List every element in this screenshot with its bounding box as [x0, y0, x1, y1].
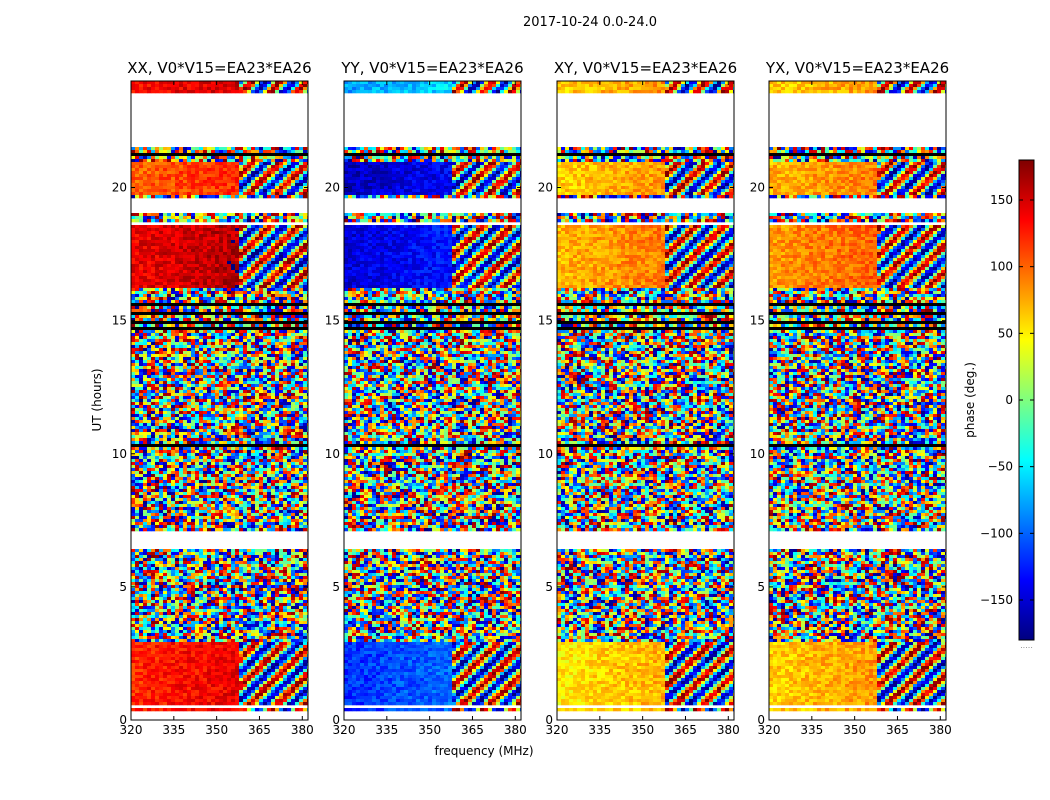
- x-tick-label: 380: [291, 723, 314, 737]
- x-tick-label: 365: [674, 723, 697, 737]
- x-tick-label: 320: [546, 723, 569, 737]
- colorbar-footer: .....: [1020, 641, 1033, 650]
- colorbar-tick-label: −50: [988, 460, 1013, 474]
- plot-frame: [343, 80, 522, 721]
- x-tick-label: 320: [758, 723, 781, 737]
- y-tick-label: 20: [750, 181, 765, 195]
- phase-image: [557, 81, 734, 712]
- y-tick-label: 0: [757, 713, 765, 727]
- colorbar-tick-label: 50: [998, 326, 1013, 340]
- y-tick-label: 15: [538, 314, 553, 328]
- heatmap-panel-xx: XX, V0*V15=EA23*EA26 320 335 350 365 380 0 5 10 1…: [112, 59, 314, 737]
- y-tick-label: 20: [325, 181, 340, 195]
- y-tick-label: 5: [545, 580, 553, 594]
- y-tick-label: 15: [325, 314, 340, 328]
- panel-title-xy: XY, V0*V15=EA23*EA26: [554, 59, 737, 77]
- colorbar-tick-label: −100: [980, 526, 1013, 540]
- x-axis-label: frequency (MHz): [434, 744, 533, 758]
- y-axis-label: UT (hours): [90, 368, 104, 431]
- y-tick-label: 10: [325, 447, 340, 461]
- y-tick-label: 15: [112, 314, 127, 328]
- colorbar-tick-label: −150: [980, 593, 1013, 607]
- heatmap-panel-yx: YX, V0*V15=EA23*EA26 320 335 350 365 380 0 5 10 1…: [750, 59, 952, 737]
- x-tick-label: 320: [333, 723, 356, 737]
- x-tick-label: 365: [248, 723, 271, 737]
- colorbar-label: phase (deg.): [963, 362, 977, 438]
- colorbar-tick-label: 150: [990, 193, 1013, 207]
- y-tick-label: 5: [332, 580, 340, 594]
- x-tick-label: 350: [205, 723, 228, 737]
- panel-title-yy: YY, V0*V15=EA23*EA26: [340, 59, 523, 77]
- phase-image: [769, 81, 946, 712]
- y-tick-label: 0: [545, 713, 553, 727]
- colorbar: −150 −100 −50 0 50 100 150 phase (deg.).....: [963, 159, 1035, 650]
- y-tick-label: 20: [538, 181, 553, 195]
- x-tick-label: 350: [418, 723, 441, 737]
- x-tick-label: 335: [162, 723, 185, 737]
- x-tick-label: 335: [588, 723, 611, 737]
- x-tick-label: 350: [631, 723, 654, 737]
- colorbar-tick-label: 100: [990, 260, 1013, 274]
- y-tick-label: 10: [538, 447, 553, 461]
- y-tick-label: 20: [112, 181, 127, 195]
- y-tick-label: 10: [112, 447, 127, 461]
- y-tick-label: 0: [119, 713, 127, 727]
- x-tick-label: 380: [929, 723, 952, 737]
- x-tick-label: 335: [375, 723, 398, 737]
- heatmap-panel-yy: YY, V0*V15=EA23*EA26 320 335 350 365 380 0 5 10 1…: [325, 59, 527, 737]
- phase-image: [131, 81, 308, 712]
- panel-title-yx: YX, V0*V15=EA23*EA26: [765, 59, 949, 77]
- plot-frame: [768, 80, 947, 721]
- y-tick-label: 0: [332, 713, 340, 727]
- x-tick-label: 380: [504, 723, 527, 737]
- x-tick-label: 320: [120, 723, 143, 737]
- colorbar-tick-label: 0: [1005, 393, 1013, 407]
- x-tick-label: 335: [800, 723, 823, 737]
- heatmap-panel-xy: XY, V0*V15=EA23*EA26 320 335 350 365 380 0 5 10 1…: [538, 59, 740, 737]
- y-tick-label: 15: [750, 314, 765, 328]
- figure-title: 2017-10-24 0.0-24.0: [523, 15, 657, 30]
- y-tick-label: 10: [750, 447, 765, 461]
- plot-frame: [556, 80, 735, 721]
- y-tick-label: 5: [119, 580, 127, 594]
- x-tick-label: 365: [886, 723, 909, 737]
- y-tick-label: 5: [757, 580, 765, 594]
- x-tick-label: 350: [843, 723, 866, 737]
- panel-title-xx: XX, V0*V15=EA23*EA26: [127, 59, 311, 77]
- phase-image: [344, 81, 521, 712]
- x-tick-label: 380: [717, 723, 740, 737]
- heatmap-panels: XX, V0*V15=EA23*EA26 320 335 350 365 380 0 5 10 1…: [112, 59, 952, 737]
- x-tick-label: 365: [461, 723, 484, 737]
- plot-frame: [130, 80, 309, 721]
